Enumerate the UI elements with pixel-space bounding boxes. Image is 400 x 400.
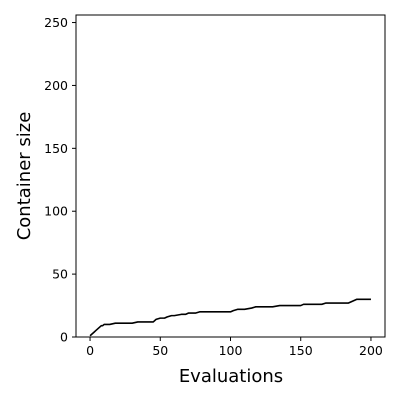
y-axis-label: Container size: [14, 112, 35, 241]
x-tick-label: 50: [152, 343, 168, 358]
series-line-0: [89, 298, 371, 337]
series-layer: [89, 298, 371, 337]
x-axis-label: Evaluations: [179, 366, 283, 387]
y-tick-label: 250: [44, 15, 68, 30]
y-tick-label: 50: [52, 267, 68, 282]
x-tick-label: 200: [359, 343, 383, 358]
y-tick-label: 200: [44, 78, 68, 93]
x-axis-ticks: 0 50 100 150 200: [86, 337, 383, 358]
x-tick-label: 150: [289, 343, 313, 358]
x-tick-label: 100: [219, 343, 243, 358]
x-tick-label: 0: [86, 343, 94, 358]
y-tick-label: 150: [44, 141, 68, 156]
y-tick-label: 0: [60, 330, 68, 345]
y-axis-ticks: 0 50 100 150 200 250: [44, 15, 76, 345]
y-tick-label: 100: [44, 204, 68, 219]
